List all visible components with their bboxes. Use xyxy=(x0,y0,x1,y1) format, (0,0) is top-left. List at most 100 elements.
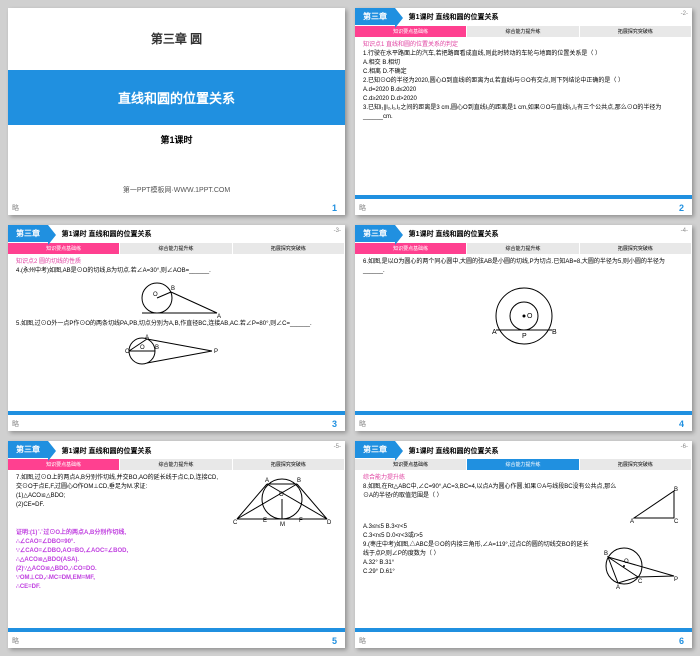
svg-text:A: A xyxy=(217,314,221,318)
figure-circle-proof: AB CD OM EF xyxy=(227,474,337,529)
chapter-badge: 第三章 xyxy=(355,8,395,25)
slide-2: 第三章 第1课时 直线和圆的位置关系 -2- 知识要点基础练 综合能力提升练 拓… xyxy=(355,8,692,215)
svg-text:B: B xyxy=(552,329,557,336)
tab-bar: 知识要点基础练 综合能力提升练 拓展探究突破练 xyxy=(8,459,345,470)
svg-text:A: A xyxy=(616,585,620,591)
svg-text:D: D xyxy=(327,520,332,526)
question-1: 1.行驶在水平路面上的汽车,若把路面看成直线,则此时转动的车轮与地面的位置关系是… xyxy=(363,50,684,59)
svg-text:A: A xyxy=(492,329,497,336)
tab-2: 综合能力提升练 xyxy=(467,26,579,37)
slide-number: 6 xyxy=(679,636,684,646)
slide-number: 3 xyxy=(332,419,337,429)
proof-line-6: ∴CE=DF. xyxy=(16,583,337,592)
page-indicator: -3- xyxy=(334,228,341,234)
slide-label: 略 xyxy=(359,203,366,213)
chapter-badge: 第三章 xyxy=(8,225,48,242)
question-8: 8.如图,在Rt△ABC中,∠C=90°,AC=3,BC=4,以点A为圆心作圆.… xyxy=(363,483,620,501)
q1-options-a: A.相交 B.相切 xyxy=(363,59,684,68)
svg-text:C: C xyxy=(125,349,130,355)
tab-3: 拓展探究突破练 xyxy=(233,459,345,470)
svg-text:B: B xyxy=(171,286,175,292)
tab-2: 综合能力提升练 xyxy=(467,459,579,470)
q1-options-b: C.相离 D.不确定 xyxy=(363,68,684,77)
page-indicator: -4- xyxy=(681,228,688,234)
knowledge-point: 综合能力提升练 xyxy=(363,474,684,483)
chapter-badge: 第三章 xyxy=(8,441,48,458)
tab-1: 知识要点基础练 xyxy=(8,459,120,470)
svg-text:A: A xyxy=(265,478,269,484)
figure-inscribed-triangle: BA CP O xyxy=(594,541,684,591)
tab-1: 知识要点基础练 xyxy=(355,459,467,470)
chapter-badge: 第三章 xyxy=(355,441,395,458)
question-7: 7.如图,过⊙O上的两点A,B分别作切线,并交BO,AO的延长线于点C,D,连接… xyxy=(16,474,223,492)
slide-content: 知识点2 圆的切线的性质 4.(永州中考)如图,AB是⊙O的切线,B为切点.若∠… xyxy=(8,254,345,379)
question-5: 5.如图,过⊙O外一点P作⊙O的两条切线PA,PB,切点分别为A,B,作直径BC… xyxy=(16,320,337,329)
bottom-band xyxy=(355,411,692,415)
lesson-text: 第1课时 直线和圆的位置关系 xyxy=(62,229,152,239)
slide-5: 第三章 第1课时 直线和圆的位置关系 -5- 知识要点基础练 综合能力提升练 拓… xyxy=(8,441,345,648)
svg-text:B: B xyxy=(155,345,159,351)
slide-number: 2 xyxy=(679,203,684,213)
knowledge-point: 知识点1 直线和圆的位置关系的判定 xyxy=(363,41,684,50)
page-indicator: -5- xyxy=(334,444,341,450)
question-3: 3.已知l₁∥l₂,l₁,l₂之间的距离是3 cm,圆心O到直线l₁的距离是1 … xyxy=(363,104,684,122)
slide-label: 略 xyxy=(12,636,19,646)
q9-options-b: C.29° D.61° xyxy=(363,568,590,577)
slide-header: 第三章 第1课时 直线和圆的位置关系 -2- 知识要点基础练 综合能力提升练 拓… xyxy=(355,8,692,37)
slide-content: 知识点1 直线和圆的位置关系的判定 1.行驶在水平路面上的汽车,若把路面看成直线… xyxy=(355,37,692,126)
svg-text:B: B xyxy=(297,478,301,484)
q8-options-a: A.3≤r≤5 B.3<r<5 xyxy=(363,523,684,532)
svg-text:O: O xyxy=(279,492,284,498)
tab-3: 拓展探究突破练 xyxy=(233,243,345,254)
slide-number: 1 xyxy=(332,203,337,213)
proof-line-1: ∴∠CAO=∠DBO=90°. xyxy=(16,538,337,547)
bottom-band xyxy=(8,411,345,415)
page-indicator: -2- xyxy=(681,11,688,17)
title-band: 直线和圆的位置关系 xyxy=(8,70,345,125)
figure-right-triangle: ACB xyxy=(624,483,684,523)
svg-text:M: M xyxy=(280,522,285,528)
slide-3: 第三章 第1课时 直线和圆的位置关系 -3- 知识要点基础练 综合能力提升练 拓… xyxy=(8,225,345,432)
q2-options-b: C.d≥2020 D.d>2020 xyxy=(363,95,684,104)
question-2: 2.已知⊙O的半径为2020,圆心O到直线l的距离为d,若直线l与⊙O有交点,则… xyxy=(363,77,684,86)
lesson-text: 第1课时 直线和圆的位置关系 xyxy=(409,229,499,239)
svg-text:C: C xyxy=(638,579,643,585)
tab-1: 知识要点基础练 xyxy=(355,26,467,37)
q7-part-b: (2)CE=DF. xyxy=(16,501,223,510)
slide-header: 第三章 第1课时 直线和圆的位置关系 -4- 知识要点基础练 综合能力提升练 拓… xyxy=(355,225,692,254)
tab-3: 拓展探究突破练 xyxy=(580,459,692,470)
slide-header: 第三章 第1课时 直线和圆的位置关系 -5- 知识要点基础练 综合能力提升练 拓… xyxy=(8,441,345,470)
tab-3: 拓展探究突破练 xyxy=(580,243,692,254)
svg-text:P: P xyxy=(214,349,218,355)
proof-line-5: ∵OM⊥CD,∴MC=DM,EM=MF, xyxy=(16,574,337,583)
tab-2: 综合能力提升练 xyxy=(120,459,232,470)
tab-bar: 知识要点基础练 综合能力提升练 拓展探究突破练 xyxy=(355,243,692,254)
lesson-number: 第1课时 xyxy=(160,133,192,146)
q9-options-a: A.32° B.31° xyxy=(363,559,590,568)
svg-text:F: F xyxy=(299,518,303,524)
slide-6: 第三章 第1课时 直线和圆的位置关系 -6- 知识要点基础练 综合能力提升练 拓… xyxy=(355,441,692,648)
slide-header: 第三章 第1课时 直线和圆的位置关系 -3- 知识要点基础练 综合能力提升练 拓… xyxy=(8,225,345,254)
q7-part-a: (1)△ACO≌△BDO; xyxy=(16,492,223,501)
slide-label: 略 xyxy=(12,419,19,429)
slide-content: 综合能力提升练 8.如图,在Rt△ABC中,∠C=90°,AC=3,BC=4,以… xyxy=(355,470,692,595)
svg-text:O: O xyxy=(624,559,629,565)
lesson-text: 第1课时 直线和圆的位置关系 xyxy=(409,446,499,456)
question-4: 4.(永州中考)如图,AB是⊙O的切线,B为切点.若∠A=30°,则∠AOB=_… xyxy=(16,267,337,276)
svg-text:B: B xyxy=(674,487,678,493)
svg-text:O: O xyxy=(527,313,533,320)
knowledge-point: 知识点2 圆的切线的性质 xyxy=(16,258,337,267)
svg-text:A: A xyxy=(630,519,634,523)
slide-label: 略 xyxy=(359,636,366,646)
figure-circle-tangent-1: O B A xyxy=(127,278,227,318)
figure-concentric-circles: O A P B xyxy=(474,278,574,358)
bottom-band xyxy=(355,628,692,632)
tab-bar: 知识要点基础练 综合能力提升练 拓展探究突破练 xyxy=(355,459,692,470)
tab-2: 综合能力提升练 xyxy=(467,243,579,254)
slide-number: 4 xyxy=(679,419,684,429)
source-url: 第一PPT模板网·WWW.1PPT.COM xyxy=(123,185,230,195)
svg-text:C: C xyxy=(233,520,238,526)
question-9: 9.(枣庄中考)如图,△ABC是⊙O的内接三角形,∠A=119°,过点C的圆的切… xyxy=(363,541,590,559)
tab-1: 知识要点基础练 xyxy=(8,243,120,254)
svg-text:O: O xyxy=(140,345,145,351)
